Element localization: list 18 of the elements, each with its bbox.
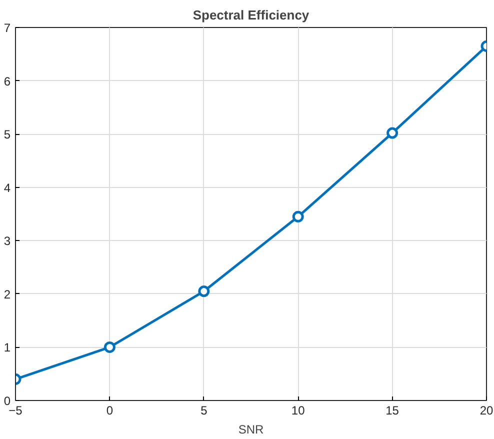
x-tick-label: 20 [480, 404, 494, 418]
y-tick-label: 2 [4, 287, 11, 302]
chart-title: Spectral Efficiency [192, 8, 310, 22]
x-tick-label: 10 [291, 404, 306, 418]
y-tick-label: 4 [4, 180, 11, 195]
y-tick-label: 3 [4, 234, 11, 248]
point [292, 210, 304, 222]
y-tick-label: 0 [4, 394, 11, 408]
x-tick-label: 5 [200, 404, 208, 418]
x-tick-label: −5 [8, 404, 23, 418]
x-tick-label: 0 [106, 404, 114, 418]
y-tick-label: 5 [4, 128, 11, 142]
y-tick-label: 1 [4, 340, 11, 355]
y-tick-label: 7 [4, 21, 11, 35]
x-axis-title: SNR [238, 422, 264, 436]
point [198, 286, 210, 298]
x-tick-label: 15 [386, 404, 400, 418]
y-tick-label: 6 [4, 74, 11, 88]
